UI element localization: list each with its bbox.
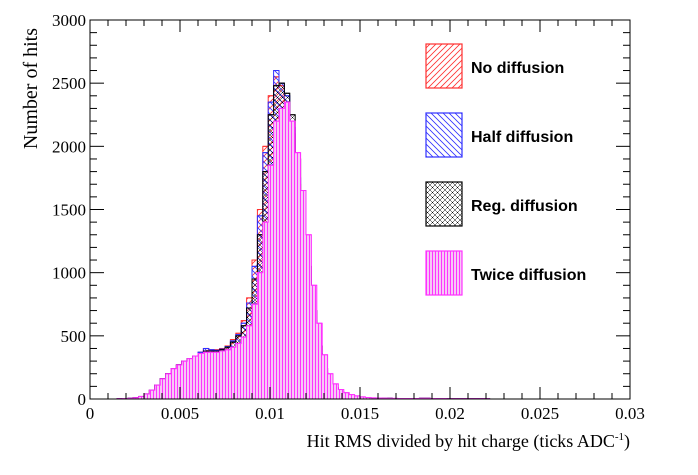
x-tick-label: 0.025 xyxy=(521,404,559,423)
legend-label: No diffusion xyxy=(471,60,564,77)
legend-swatch xyxy=(425,181,463,227)
x-tick-label: 0.03 xyxy=(615,404,645,423)
x-axis-label-superscript: -1 xyxy=(615,431,624,443)
y-tick-label: 2000 xyxy=(52,137,86,156)
legend-entry: Half diffusion xyxy=(425,112,573,158)
legend-label: Twice diffusion xyxy=(471,267,586,284)
legend-entry: No diffusion xyxy=(425,43,564,89)
x-axis-label-main: Hit RMS divided by hit charge (ticks ADC xyxy=(307,431,615,452)
x-tick-label: 0.02 xyxy=(435,404,465,423)
legend-label: Reg. diffusion xyxy=(471,198,578,215)
legend-entry: Reg. diffusion xyxy=(425,181,578,227)
x-tick-label: 0.015 xyxy=(341,404,379,423)
x-tick-label: 0.01 xyxy=(255,404,285,423)
x-axis-label-close: ) xyxy=(624,431,630,452)
y-tick-label: 500 xyxy=(61,327,87,346)
y-tick-label: 1500 xyxy=(52,201,86,220)
x-tick-label: 0 xyxy=(86,404,95,423)
axes-layer: 0 0.005 0.01 0.015 0.02 0.025 0.03 0 500 1000 1500… xyxy=(52,11,645,423)
legend-swatch xyxy=(425,43,463,89)
y-tick-label: 1000 xyxy=(52,264,86,283)
legend-entry: Twice diffusion xyxy=(425,250,586,296)
y-tick-label: 3000 xyxy=(52,11,86,30)
y-axis-label: Number of hits xyxy=(20,28,42,149)
legend-swatch xyxy=(425,112,463,158)
legend-swatch xyxy=(425,250,463,296)
legend-label: Half diffusion xyxy=(471,129,573,146)
legend: No diffusion Half diffusion Reg. diffusion… xyxy=(425,43,586,296)
x-tick-label: 0.005 xyxy=(161,404,199,423)
y-tick-label: 0 xyxy=(78,390,87,409)
x-axis-label: Hit RMS divided by hit charge (ticks ADC… xyxy=(307,431,630,452)
y-tick-label: 2500 xyxy=(52,74,86,93)
